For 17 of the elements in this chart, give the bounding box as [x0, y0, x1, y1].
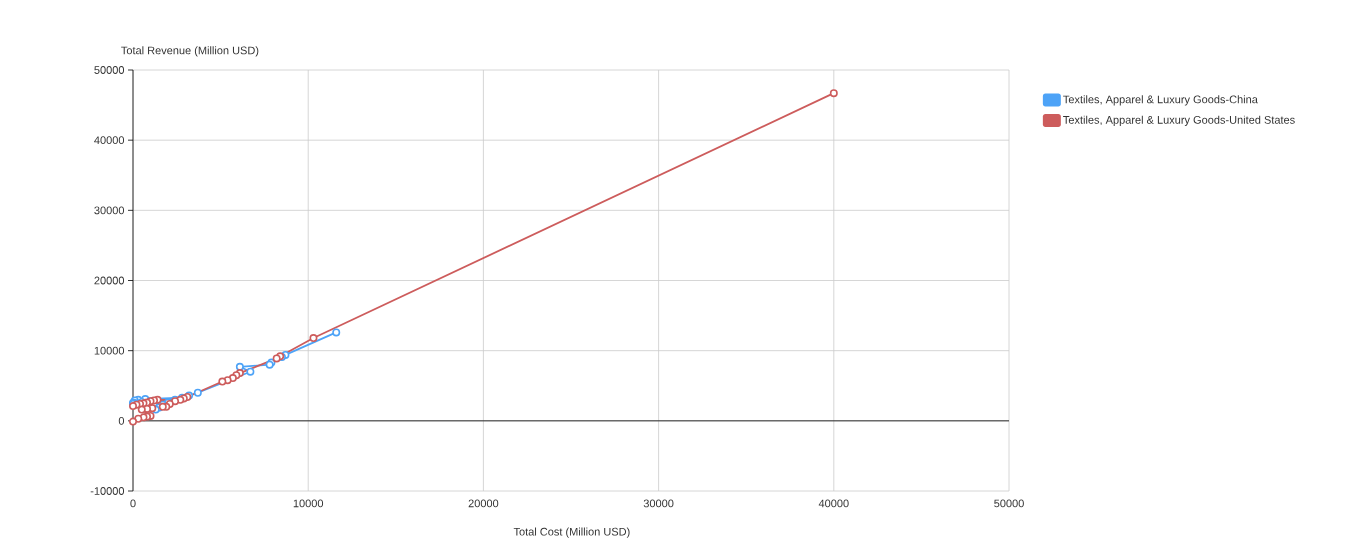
x-tick-label: 30000	[643, 499, 674, 508]
legend-label: Textiles, Apparel & Luxury Goods-United States	[1063, 115, 1295, 126]
y-tick-label: 30000	[94, 206, 125, 215]
y-tick-label: -10000	[90, 487, 125, 495]
x-tick-label: 10000	[293, 499, 324, 508]
x-tick-label: 40000	[818, 499, 849, 508]
y-axis-title: Total Revenue (Million USD)	[121, 46, 259, 57]
x-tick-label: 0	[130, 499, 136, 508]
x-axis-title: Total Cost (Million USD)	[513, 527, 630, 538]
x-tick-label: 50000	[994, 499, 1024, 508]
legend-label: Textiles, Apparel & Luxury Goods-China	[1063, 95, 1258, 106]
y-tick-label: 10000	[94, 346, 125, 355]
x-tick-label: 20000	[468, 499, 499, 508]
y-tick-label: 20000	[94, 276, 125, 285]
y-tick-label: 0	[118, 416, 125, 425]
y-tick-label: 40000	[94, 136, 125, 145]
y-tick-label: 50000	[94, 66, 125, 74]
